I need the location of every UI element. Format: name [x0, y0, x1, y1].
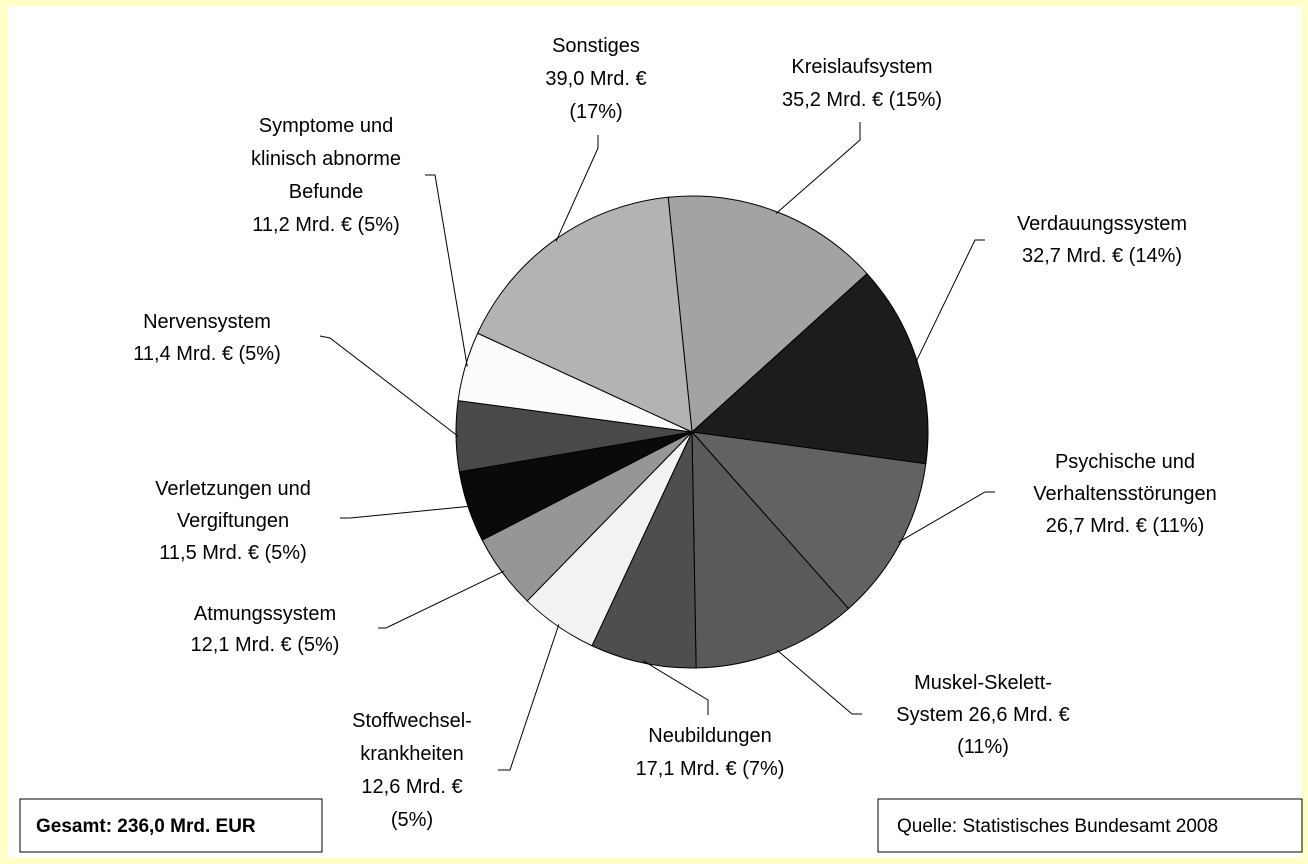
slice-label: Verletzungen und [155, 478, 311, 500]
slice-label: System 26,6 Mrd. € [896, 704, 1069, 726]
slice-label: 35,2 Mrd. € (15%) [782, 89, 942, 111]
leader-line [776, 649, 862, 715]
leader-line [319, 335, 459, 437]
slice-label: 11,2 Mrd. € (5%) [252, 214, 399, 236]
slice-label: Symptome und [259, 115, 394, 137]
slice-label: 11,5 Mrd. € (5%) [159, 542, 306, 564]
leader-line [775, 122, 861, 214]
slice-label: Nervensystem [143, 311, 271, 333]
slice-label: 11,4 Mrd. € (5%) [133, 343, 280, 365]
pie-slice [591, 431, 697, 669]
pie-slice [691, 430, 850, 669]
leader-line [498, 624, 560, 771]
pie-slice [476, 196, 693, 433]
slice-label: Muskel-Skelett- [914, 672, 1052, 694]
leader-line [642, 660, 709, 715]
pie-slice [690, 431, 927, 610]
pie-slice [667, 195, 868, 434]
total-box [19, 798, 323, 853]
slice-label: Verhaltensstörungen [1033, 483, 1216, 505]
leader-line [378, 570, 505, 629]
slice-label: 39,0 Mrd. € [545, 68, 646, 90]
slice-label: Verdauungssystem [1017, 213, 1187, 235]
slice-label: Befunde [289, 181, 364, 203]
source-box [877, 798, 1303, 853]
leader-line [898, 491, 995, 543]
slice-label: (5%) [391, 809, 433, 831]
source-note: Quelle: Statistisches Bundesamt 2008 [897, 816, 1218, 837]
total-note: Gesamt: 236,0 Mrd. EUR [36, 816, 256, 837]
slice-label: (17%) [569, 101, 622, 123]
slice-label: Neubildungen [648, 725, 771, 747]
leader-line [555, 135, 599, 242]
slice-label: Stoffwechsel- [352, 710, 472, 732]
leader-line [340, 505, 471, 519]
slice-label: 12,1 Mrd. € (5%) [191, 634, 340, 656]
leader-line [425, 174, 468, 367]
slice-label: klinisch abnorme [251, 148, 401, 170]
slice-label: Vergiftungen [177, 510, 289, 532]
slice-label: 17,1 Mrd. € (7%) [636, 758, 785, 780]
slice-label: Kreislaufsystem [791, 56, 932, 78]
slice-label: (11%) [957, 736, 1009, 758]
slice-label: krankheiten [360, 743, 463, 765]
slice-label: Psychische und [1055, 451, 1195, 473]
pie-slice [690, 272, 929, 465]
slice-label: Sonstiges [552, 35, 640, 57]
leader-line [915, 239, 985, 364]
slice-label: Atmungssystem [194, 603, 336, 625]
slice-label: 32,7 Mrd. € (14%) [1022, 245, 1182, 267]
slice-label: 12,6 Mrd. € [361, 776, 462, 798]
slice-label: 26,7 Mrd. € (11%) [1046, 515, 1205, 537]
